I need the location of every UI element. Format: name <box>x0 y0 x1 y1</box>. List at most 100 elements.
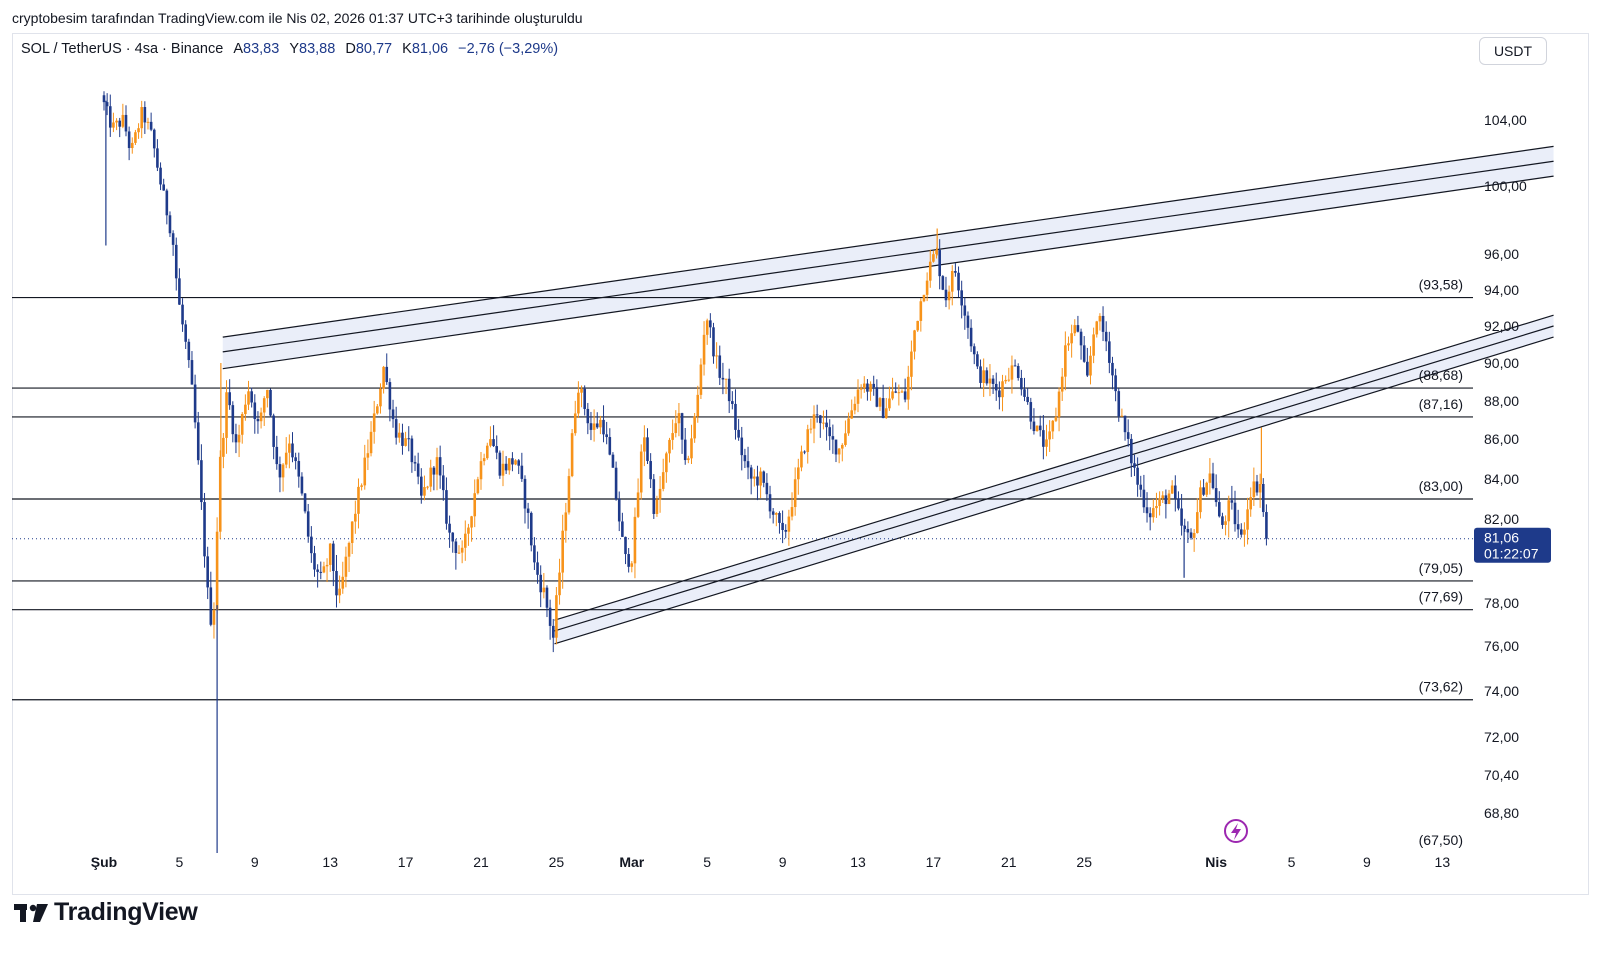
candle-body[interactable] <box>1032 421 1036 432</box>
candle-body[interactable] <box>558 572 561 596</box>
candle-body[interactable] <box>573 413 577 434</box>
candle-body[interactable] <box>328 543 332 565</box>
candle-body[interactable] <box>445 490 448 524</box>
candle-body[interactable] <box>592 423 596 430</box>
candle-body[interactable] <box>1098 315 1102 322</box>
candle-body[interactable] <box>215 531 219 611</box>
candle-body[interactable] <box>429 467 433 487</box>
candle-body[interactable] <box>127 131 131 149</box>
candle-body[interactable] <box>595 423 599 428</box>
candle-body[interactable] <box>1108 341 1111 363</box>
candle-body[interactable] <box>705 320 709 335</box>
candle-body[interactable] <box>278 464 282 478</box>
candle-body[interactable] <box>1164 495 1168 505</box>
candle-body[interactable] <box>768 494 772 512</box>
candle-body[interactable] <box>614 467 618 499</box>
candle-body[interactable] <box>712 327 715 357</box>
candle-body[interactable] <box>925 280 929 295</box>
candle-body[interactable] <box>156 148 159 168</box>
candle-body[interactable] <box>391 409 395 420</box>
candle-body[interactable] <box>985 370 989 384</box>
candle-body[interactable] <box>859 388 863 390</box>
candle-body[interactable] <box>1029 402 1033 422</box>
candle-body[interactable] <box>1233 502 1237 525</box>
candle-body[interactable] <box>482 458 486 462</box>
candle-body[interactable] <box>878 398 882 407</box>
candle-body[interactable] <box>1095 321 1099 335</box>
candle-body[interactable] <box>1217 502 1221 517</box>
candle-body[interactable] <box>1067 343 1070 346</box>
candle-body[interactable] <box>140 107 143 129</box>
currency-button[interactable]: USDT <box>1479 37 1547 65</box>
candle-body[interactable] <box>1064 345 1067 377</box>
candle-body[interactable] <box>991 378 995 384</box>
candle-body[interactable] <box>888 398 891 409</box>
candle-body[interactable] <box>561 530 564 573</box>
candle-body[interactable] <box>310 536 313 554</box>
candle-body[interactable] <box>297 461 301 477</box>
candle-body[interactable] <box>460 547 464 553</box>
candle-body[interactable] <box>291 443 294 458</box>
candle-body[interactable] <box>504 463 508 471</box>
candle-body[interactable] <box>357 486 360 514</box>
candle-body[interactable] <box>467 527 470 534</box>
candle-body[interactable] <box>793 479 797 508</box>
candle-body[interactable] <box>1104 331 1108 342</box>
candle-body[interactable] <box>1155 505 1158 509</box>
candle-body[interactable] <box>976 354 979 367</box>
candle-body[interactable] <box>1023 389 1026 397</box>
candle-body[interactable] <box>398 432 401 438</box>
candle-body[interactable] <box>426 486 429 488</box>
candle-body[interactable] <box>1001 381 1004 398</box>
candle-body[interactable] <box>1202 487 1205 495</box>
symbol-legend[interactable]: SOL / TetherUS · 4sa · Binance A83,83 Y8… <box>21 41 558 57</box>
candle-body[interactable] <box>837 448 841 455</box>
candle-body[interactable] <box>1236 524 1240 530</box>
candle-body[interactable] <box>856 389 860 404</box>
candle-body[interactable] <box>416 463 420 477</box>
candle-body[interactable] <box>589 423 593 430</box>
candle-body[interactable] <box>1133 463 1136 468</box>
candle-body[interactable] <box>1057 391 1061 417</box>
candle-body[interactable] <box>586 408 590 424</box>
candle-body[interactable] <box>1130 438 1133 464</box>
candle-body[interactable] <box>1051 420 1055 432</box>
candle-body[interactable] <box>916 320 919 331</box>
candle-body[interactable] <box>884 408 888 419</box>
candle-body[interactable] <box>737 429 740 438</box>
candle-body[interactable] <box>1227 500 1231 522</box>
candle-body[interactable] <box>1161 495 1165 499</box>
candle-body[interactable] <box>903 391 907 400</box>
candle-body[interactable] <box>872 383 876 388</box>
candle-body[interactable] <box>1192 533 1196 538</box>
candle-body[interactable] <box>536 562 539 575</box>
candle-body[interactable] <box>1117 391 1121 417</box>
candle-body[interactable] <box>231 405 235 435</box>
candle-body[interactable] <box>187 341 191 361</box>
candle-body[interactable] <box>781 522 784 530</box>
candle-body[interactable] <box>545 587 549 608</box>
candle-body[interactable] <box>954 270 957 273</box>
candle-body[interactable] <box>1224 521 1227 525</box>
candle-body[interactable] <box>731 401 734 404</box>
candle-body[interactable] <box>815 414 819 416</box>
candle-body[interactable] <box>1101 315 1105 332</box>
candle-body[interactable] <box>498 452 502 476</box>
candle-body[interactable] <box>960 290 963 306</box>
candle-body[interactable] <box>1186 528 1190 533</box>
candle-body[interactable] <box>784 529 788 532</box>
candle-body[interactable] <box>1139 484 1143 490</box>
upper-rising-channel-line-2[interactable] <box>222 175 1554 370</box>
candle-body[interactable] <box>753 476 756 479</box>
candle-body[interactable] <box>652 479 656 514</box>
candle-body[interactable] <box>617 498 621 522</box>
candle-body[interactable] <box>511 458 514 465</box>
candle-body[interactable] <box>457 552 461 554</box>
candle-body[interactable] <box>134 132 137 143</box>
candle-body[interactable] <box>410 438 414 463</box>
candle-body[interactable] <box>683 439 687 461</box>
candle-body[interactable] <box>193 384 197 423</box>
candle-body[interactable] <box>225 392 228 438</box>
candle-body[interactable] <box>1042 430 1045 447</box>
